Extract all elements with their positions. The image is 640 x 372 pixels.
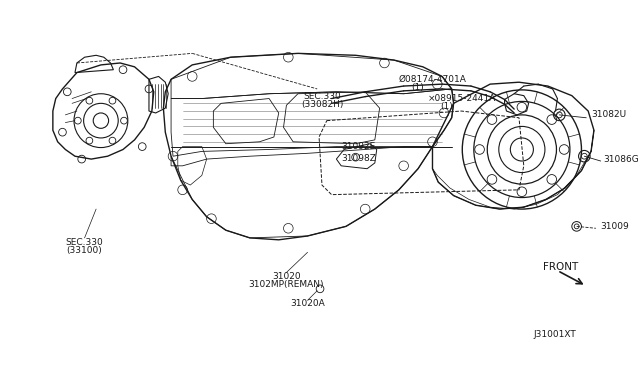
Text: (1): (1) [440, 102, 453, 111]
Text: 31020A: 31020A [290, 299, 325, 308]
Text: 31082U: 31082U [591, 110, 626, 119]
Text: SEC.330: SEC.330 [66, 238, 104, 247]
Text: ×08915-2441A: ×08915-2441A [428, 94, 496, 103]
Text: 3102MP(REMAN): 3102MP(REMAN) [249, 279, 324, 289]
Text: 31092E: 31092E [341, 142, 376, 151]
Text: (1): (1) [412, 83, 424, 92]
Text: FRONT: FRONT [543, 262, 579, 272]
Text: 31086G: 31086G [604, 155, 639, 164]
Text: (33082H): (33082H) [301, 100, 343, 109]
Text: 31009: 31009 [601, 222, 629, 231]
Text: SEC.330: SEC.330 [303, 92, 341, 101]
Text: (33100): (33100) [67, 246, 102, 255]
Text: 31020: 31020 [272, 272, 301, 281]
Text: Ø08174-4701A: Ø08174-4701A [399, 75, 467, 84]
Text: 31098Z: 31098Z [341, 154, 376, 163]
Text: J31001XT: J31001XT [533, 330, 576, 339]
